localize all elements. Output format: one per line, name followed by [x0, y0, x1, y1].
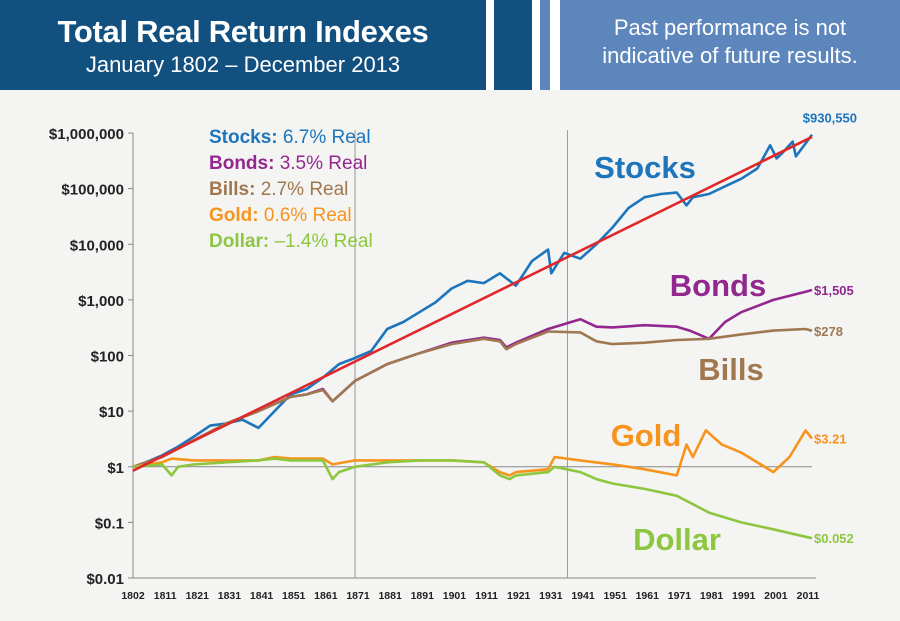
legend-series-value: 2.7% Real [255, 179, 348, 200]
y-tick-label: $0.1 [95, 515, 124, 532]
end-value-label: $3.21 [814, 432, 847, 447]
series-name-bonds: Bonds [670, 268, 766, 303]
series-line-bills [132, 327, 813, 469]
x-tick-label: 1891 [411, 590, 435, 602]
x-tick-label: 1981 [700, 590, 724, 602]
decorative-stripe [540, 0, 550, 90]
disclaimer-line-1: Past performance is not [613, 15, 847, 40]
disclaimer-banner: Past performance is not indicative of fu… [560, 0, 900, 90]
title-banner: Total Real Return Indexes January 1802 –… [0, 0, 486, 90]
header: Total Real Return Indexes January 1802 –… [0, 0, 900, 90]
legend-entry: Stocks: 6.7% Real [209, 127, 371, 148]
legend-entry: Gold: 0.6% Real [209, 205, 352, 226]
y-tick-label: $1,000,000 [49, 126, 124, 143]
x-tick-label: 2001 [764, 590, 788, 602]
end-value-label: $930,550 [803, 111, 857, 126]
end-value-label: $278 [814, 324, 843, 339]
legend-series-name: Dollar: [209, 231, 269, 252]
legend-series-name: Bonds: [209, 153, 274, 174]
line-chart: $1,000,000 $100,000 $10,000 $1,000 $100 $10 $1… [49, 111, 857, 602]
x-tick-label: 1971 [668, 590, 692, 602]
x-tick-label: 1901 [443, 590, 467, 602]
legend-series-name: Stocks: [209, 127, 278, 148]
legend-entry: Bonds: 3.5% Real [209, 153, 367, 174]
series-name-stocks: Stocks [594, 150, 696, 185]
disclaimer-line-2: indicative of future results. [602, 43, 858, 68]
y-tick-label: $10 [99, 404, 124, 421]
x-tick-label: 1831 [218, 590, 242, 602]
x-tick-label: 1931 [539, 590, 563, 602]
y-tick-label: $100,000 [61, 182, 124, 199]
x-tick-label: 1811 [154, 590, 177, 602]
y-tick-label: $100 [91, 349, 124, 366]
legend-series-name: Bills: [209, 179, 255, 200]
y-tick-label: $10,000 [70, 237, 124, 254]
legend-series-value: 6.7% Real [278, 127, 371, 148]
legend-series-name: Gold: [209, 205, 259, 226]
x-tick-label: 1802 [121, 590, 145, 602]
x-tick-label: 1911 [475, 590, 498, 602]
series-name-gold: Gold [611, 418, 682, 453]
series-line-dollar [132, 457, 813, 540]
x-tick-label: 2011 [797, 590, 820, 602]
x-tick-label: 1841 [250, 590, 274, 602]
legend-entry: Bills: 2.7% Real [209, 179, 348, 200]
end-value-label: $1,505 [814, 283, 854, 298]
chart-title: Total Real Return Indexes [57, 14, 429, 49]
x-tick-label: 1821 [186, 590, 210, 602]
series-name-dollar: Dollar [633, 522, 721, 557]
trend-line [132, 135, 813, 472]
x-tick-label: 1921 [507, 590, 531, 602]
x-tick-label: 1961 [636, 590, 660, 602]
plot-area [133, 133, 812, 578]
legend-series-value: 3.5% Real [274, 153, 367, 174]
x-tick-label: 1951 [603, 590, 627, 602]
end-value-label: $0.052 [814, 531, 854, 546]
legend-series-value: 0.6% Real [259, 205, 352, 226]
legend-entry: Dollar: –1.4% Real [209, 231, 373, 252]
x-tick-label: 1851 [282, 590, 306, 602]
y-tick-label: $0.01 [86, 571, 124, 588]
x-tick-label: 1941 [571, 590, 595, 602]
x-tick-label: 1991 [732, 590, 756, 602]
y-tick-label: $1,000 [78, 293, 124, 310]
x-tick-label: 1881 [378, 590, 402, 602]
y-tick-label: $1 [107, 460, 124, 477]
series-line-stocks [132, 133, 814, 469]
decorative-stripe [494, 0, 532, 90]
chart-subtitle: January 1802 – December 2013 [85, 52, 401, 77]
series-name-bills: Bills [698, 352, 763, 387]
legend-series-value: –1.4% Real [269, 231, 373, 252]
x-tick-label: 1861 [314, 590, 338, 602]
x-tick-label: 1871 [346, 590, 370, 602]
